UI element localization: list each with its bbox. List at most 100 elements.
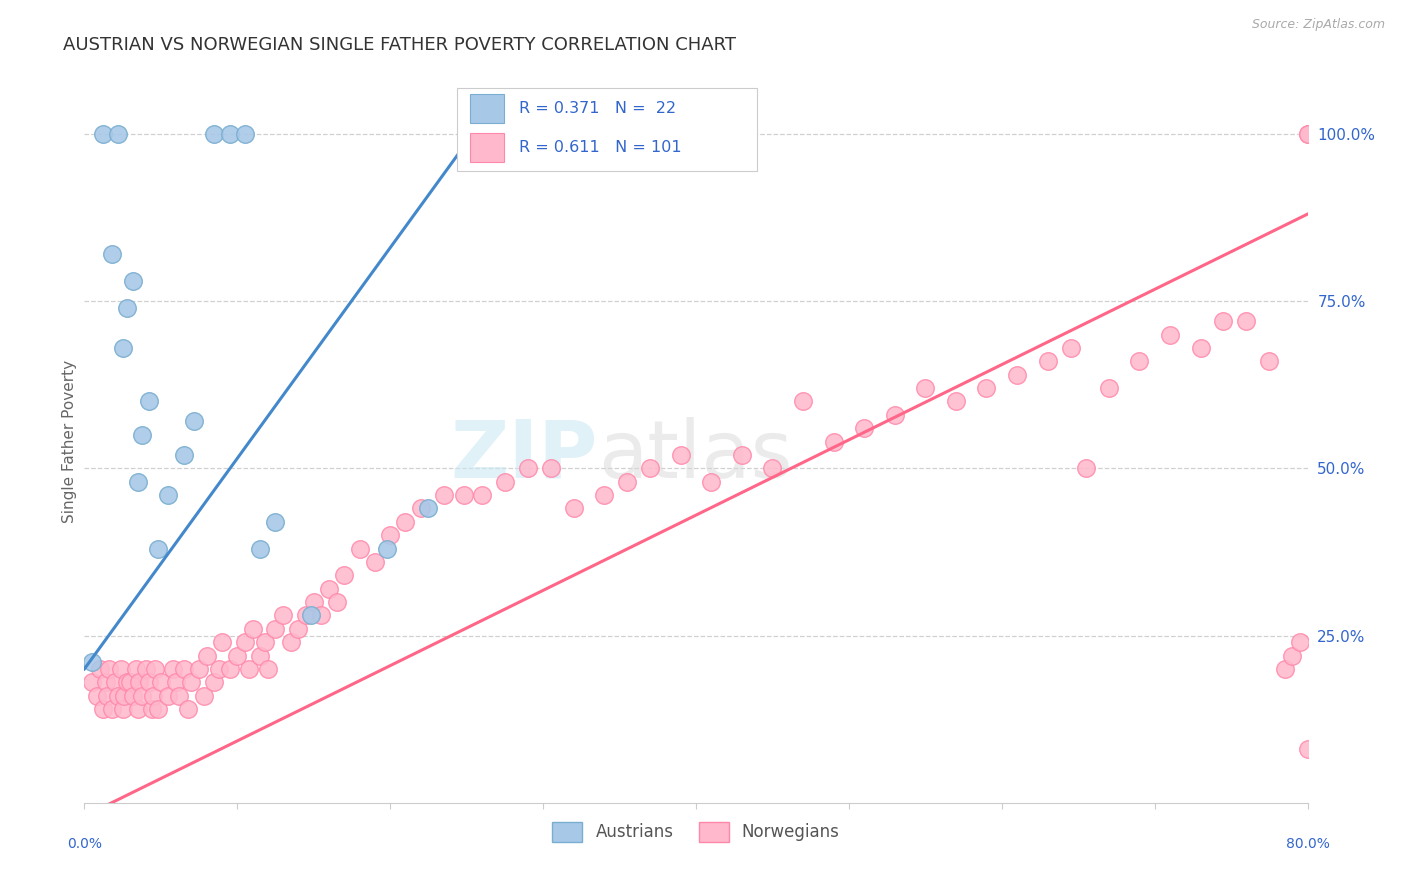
Point	[433, 488, 456, 502]
Point	[146, 541, 169, 556]
Point	[280, 635, 302, 649]
Point	[96, 689, 118, 703]
Point	[111, 702, 134, 716]
Point	[120, 675, 142, 690]
Point	[233, 635, 256, 649]
Point	[418, 501, 440, 516]
Point	[249, 541, 271, 556]
Point	[976, 381, 998, 395]
Point	[253, 635, 276, 649]
Point	[883, 408, 905, 422]
Text: atlas: atlas	[598, 417, 793, 495]
Point	[295, 608, 318, 623]
Point	[149, 675, 172, 690]
Point	[80, 655, 103, 669]
Point	[165, 675, 187, 690]
Point	[141, 702, 163, 716]
Point	[1236, 314, 1258, 328]
Point	[157, 689, 180, 703]
Point	[299, 608, 322, 623]
Point	[138, 675, 160, 690]
Text: 0.0%: 0.0%	[67, 838, 101, 852]
Point	[138, 394, 160, 409]
Point	[853, 421, 876, 435]
Point	[242, 622, 264, 636]
Point	[122, 689, 145, 703]
Point	[107, 127, 129, 141]
Point	[302, 595, 325, 609]
Point	[249, 648, 271, 663]
Point	[226, 648, 249, 663]
Point	[375, 541, 398, 556]
Point	[211, 635, 233, 649]
Point	[271, 608, 294, 623]
Point	[128, 675, 150, 690]
Point	[1159, 327, 1181, 342]
Point	[131, 427, 153, 442]
Point	[177, 702, 200, 716]
Point	[115, 675, 138, 690]
Point	[700, 475, 723, 489]
Point	[193, 689, 215, 703]
Point	[380, 528, 402, 542]
Point	[143, 662, 166, 676]
Point	[1212, 314, 1234, 328]
Point	[195, 648, 218, 663]
Point	[264, 622, 287, 636]
Point	[311, 608, 333, 623]
Point	[914, 381, 936, 395]
Text: R = 0.611   N = 101: R = 0.611 N = 101	[519, 140, 682, 155]
Point	[122, 274, 145, 288]
Text: R = 0.371   N =  22: R = 0.371 N = 22	[519, 102, 676, 116]
Text: 80.0%: 80.0%	[1285, 838, 1330, 852]
Point	[91, 702, 114, 716]
Point	[112, 689, 135, 703]
Point	[180, 675, 202, 690]
Point	[349, 541, 371, 556]
Point	[218, 127, 240, 141]
Point	[127, 702, 149, 716]
Point	[131, 689, 153, 703]
Y-axis label: Single Father Poverty: Single Father Poverty	[62, 360, 77, 523]
Point	[264, 515, 287, 529]
Point	[669, 448, 692, 462]
Point	[453, 488, 475, 502]
Text: AUSTRIAN VS NORWEGIAN SINGLE FATHER POVERTY CORRELATION CHART: AUSTRIAN VS NORWEGIAN SINGLE FATHER POVE…	[63, 36, 737, 54]
Point	[1128, 354, 1150, 368]
FancyBboxPatch shape	[470, 95, 503, 123]
Point	[731, 448, 754, 462]
Point	[233, 127, 256, 141]
Point	[91, 127, 114, 141]
Point	[218, 662, 240, 676]
Point	[101, 702, 124, 716]
Point	[238, 662, 260, 676]
Point	[1189, 341, 1212, 355]
Point	[1258, 354, 1281, 368]
Point	[945, 394, 967, 409]
Point	[364, 555, 387, 569]
Point	[162, 662, 184, 676]
Point	[183, 414, 205, 429]
Text: ZIP: ZIP	[451, 417, 598, 495]
Point	[1281, 648, 1303, 663]
Legend: Austrians, Norwegians: Austrians, Norwegians	[546, 815, 846, 848]
Point	[761, 461, 783, 475]
Point	[101, 247, 124, 261]
Point	[638, 461, 661, 475]
FancyBboxPatch shape	[457, 87, 758, 170]
Point	[115, 301, 138, 315]
Point	[202, 675, 225, 690]
Point	[142, 689, 165, 703]
Point	[333, 568, 356, 582]
Point	[208, 662, 231, 676]
Point	[1036, 354, 1059, 368]
Point	[94, 675, 117, 690]
Point	[1005, 368, 1028, 382]
Point	[146, 702, 169, 716]
Text: Source: ZipAtlas.com: Source: ZipAtlas.com	[1251, 18, 1385, 31]
Point	[188, 662, 211, 676]
Point	[104, 675, 127, 690]
Point	[562, 501, 585, 516]
Point	[1274, 662, 1296, 676]
Point	[593, 488, 616, 502]
